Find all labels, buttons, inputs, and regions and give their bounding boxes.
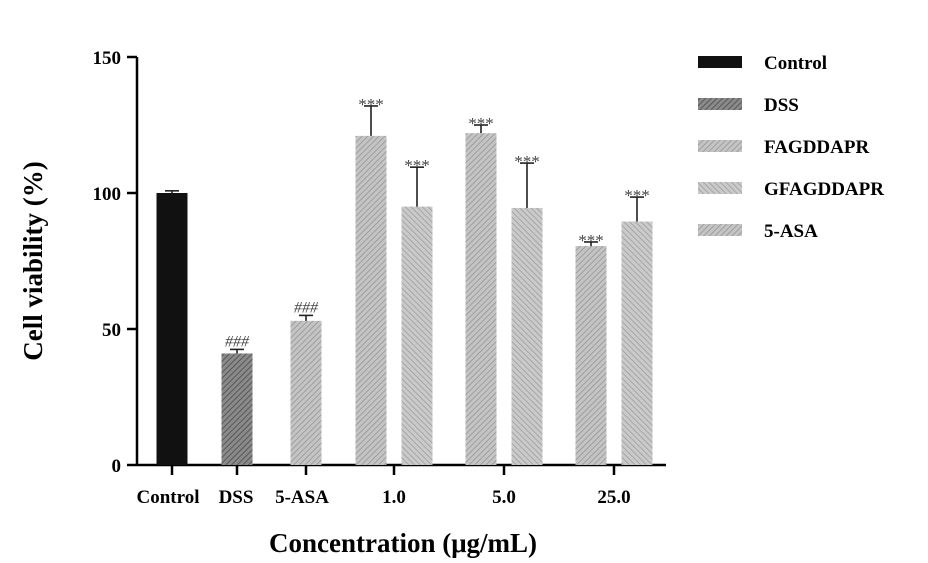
significance-label: *** — [358, 95, 384, 114]
x-tick-label: DSS — [219, 487, 254, 508]
significance-label: *** — [404, 156, 430, 175]
legend-label: Control — [764, 53, 827, 74]
significance-label: ### — [294, 299, 319, 316]
legend-label: DSS — [764, 95, 799, 116]
x-tick-label: 25.0 — [597, 487, 630, 508]
x-tick-label: Control — [137, 487, 200, 508]
bar-10-fagddapr — [356, 136, 387, 465]
significance-label: *** — [468, 114, 494, 133]
legend-swatch — [698, 56, 742, 68]
x-tick-label: 1.0 — [382, 487, 406, 508]
y-axis-label: Cell viability (%) — [18, 161, 48, 360]
legend-swatch — [698, 140, 742, 152]
significance-label: *** — [514, 152, 540, 171]
y-tick-label: 50 — [102, 320, 121, 341]
legend-swatch — [698, 182, 742, 194]
x-ticks: Control DSS 5-ASA 1.0 5.0 25.0 — [137, 465, 631, 508]
bar-250-gfagddapr — [622, 222, 653, 465]
significance-label: *** — [578, 231, 604, 250]
x-axis-label: Concentration (μg/mL) — [269, 528, 537, 558]
y-tick-label: 0 — [112, 456, 122, 477]
legend-label: 5-ASA — [764, 221, 818, 242]
x-tick-label: 5.0 — [492, 487, 516, 508]
y-tick-label: 100 — [93, 184, 122, 205]
significance-label: ### — [225, 333, 250, 350]
bar-10-gfagddapr — [402, 207, 433, 465]
bar-DSS-dss — [222, 353, 253, 465]
bar-Control-control — [157, 193, 188, 465]
legend-label: FAGDDAPR — [764, 137, 869, 158]
legend-swatch — [698, 224, 742, 236]
significance-label: *** — [624, 186, 650, 205]
y-ticks: 0 50 100 150 — [93, 48, 138, 477]
x-tick-label: 5-ASA — [275, 487, 329, 508]
legend: Control DSS FAGDDAPR GFAGDDAPR 5-ASA — [698, 53, 884, 242]
bar-250-fagddapr — [576, 246, 607, 465]
bar-50-fagddapr — [466, 133, 497, 465]
legend-swatch — [698, 98, 742, 110]
bar-50-gfagddapr — [512, 208, 543, 465]
bars — [157, 133, 653, 465]
y-tick-label: 150 — [93, 48, 122, 69]
bar-5ASA-5asa — [291, 321, 322, 465]
legend-label: GFAGDDAPR — [764, 179, 884, 200]
